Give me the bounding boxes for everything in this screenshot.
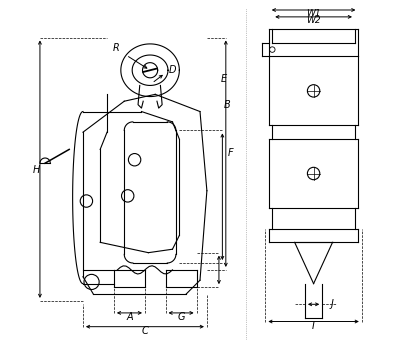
Text: A: A	[126, 312, 133, 322]
Text: H: H	[33, 165, 40, 175]
Text: B: B	[224, 100, 230, 110]
Text: D: D	[168, 65, 176, 75]
Text: I: I	[312, 321, 315, 331]
Text: G: G	[177, 312, 185, 322]
Text: C: C	[142, 326, 148, 336]
Text: F: F	[228, 148, 234, 158]
Text: W2: W2	[306, 16, 321, 25]
Text: J: J	[331, 299, 334, 309]
Text: W1: W1	[306, 9, 321, 18]
Text: E: E	[220, 74, 226, 84]
Text: R: R	[112, 43, 119, 53]
